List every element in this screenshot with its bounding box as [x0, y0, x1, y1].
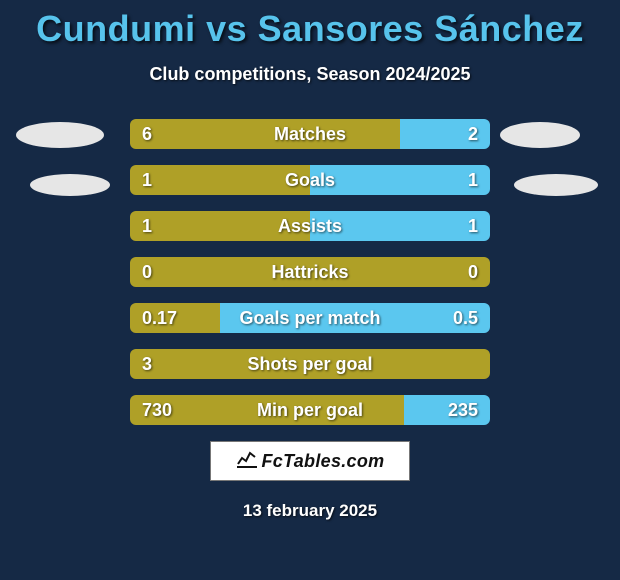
stat-bar-left	[130, 349, 490, 379]
stat-row: Goals per match0.170.5	[130, 303, 490, 333]
stat-bar-left	[130, 165, 310, 195]
stat-bar-right	[310, 211, 490, 241]
stat-row: Matches62	[130, 119, 490, 149]
player-silhouette	[514, 174, 598, 196]
stat-bar-left	[130, 395, 404, 425]
player-silhouette	[30, 174, 110, 196]
fctables-logo: FcTables.com	[210, 441, 410, 481]
fctables-logo-text: FcTables.com	[262, 451, 385, 472]
stat-bar-left	[130, 211, 310, 241]
stat-bar-right	[220, 303, 490, 333]
comparison-bars: Matches62 Goals11 Assists11 Hattricks00 Goal…	[130, 119, 490, 425]
stat-bar-left	[130, 119, 400, 149]
stat-row: Min per goal730235	[130, 395, 490, 425]
page-title: Cundumi vs Sansores Sánchez	[0, 0, 620, 50]
stat-bar-left	[130, 303, 220, 333]
stat-bar-left	[130, 257, 490, 287]
date-footer: 13 february 2025	[0, 501, 620, 521]
chart-icon	[236, 450, 258, 473]
stat-row: Goals11	[130, 165, 490, 195]
stat-bar-right	[404, 395, 490, 425]
player-silhouette	[500, 122, 580, 148]
content-root: Cundumi vs Sansores Sánchez Club competi…	[0, 0, 620, 580]
stat-bar-right	[400, 119, 490, 149]
stat-row: Shots per goal3	[130, 349, 490, 379]
stat-row: Assists11	[130, 211, 490, 241]
player-silhouette	[16, 122, 104, 148]
stat-row: Hattricks00	[130, 257, 490, 287]
page-subtitle: Club competitions, Season 2024/2025	[0, 64, 620, 85]
stat-bar-right	[310, 165, 490, 195]
